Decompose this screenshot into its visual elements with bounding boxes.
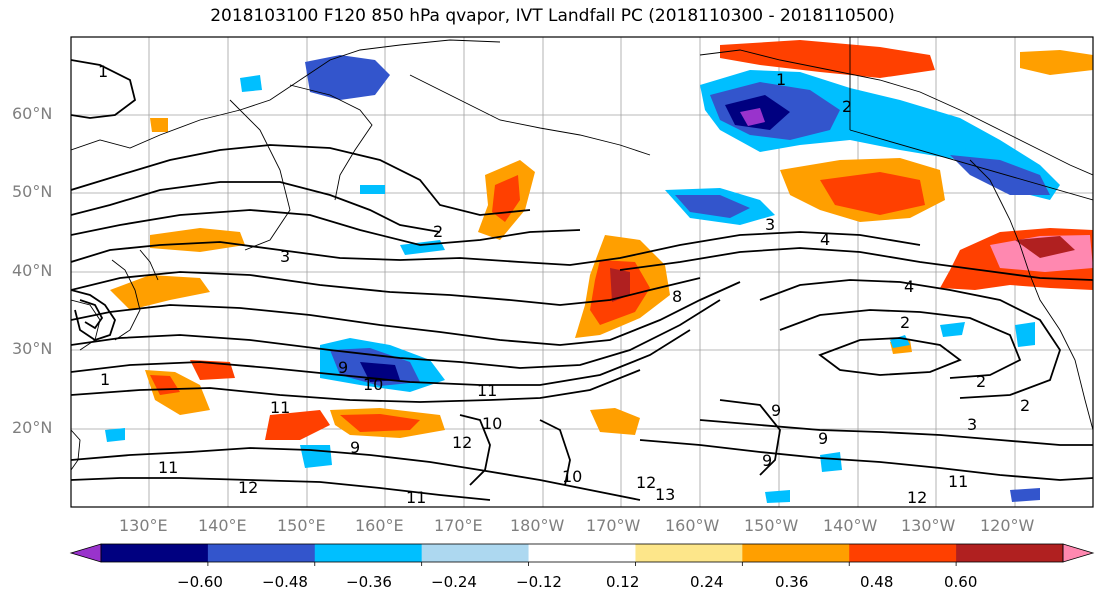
colorbar-segment	[956, 544, 1064, 562]
contour-label: 4	[820, 230, 830, 249]
colorbar-tick-label: 0.36	[775, 573, 809, 591]
lon-label-170w: 170°W	[586, 516, 641, 535]
contour-label: 3	[765, 215, 775, 234]
contour-label: 1	[100, 370, 110, 389]
contour-label: 11	[270, 398, 290, 417]
colorbar-tick-label: −0.36	[346, 573, 392, 591]
lon-label-140w: 140°W	[823, 516, 878, 535]
contour-label: 1	[98, 62, 108, 81]
contour-label: 8	[672, 287, 682, 306]
colorbar-segment	[69, 543, 102, 563]
colorbar-segment	[101, 544, 209, 562]
lon-label-160e: 160°E	[355, 516, 404, 535]
contour-label: 12	[636, 473, 656, 492]
colorbar-segment	[849, 544, 957, 562]
contour-label: 11	[477, 381, 497, 400]
colorbar-segment	[421, 544, 530, 562]
colorbar-tick-label: 0.24	[690, 573, 724, 591]
colorbar-tick-label: −0.12	[516, 573, 562, 591]
contour-label: 10	[482, 414, 502, 433]
positive-anomaly-fills	[110, 40, 1093, 440]
colorbar	[69, 543, 1095, 566]
contour-label: 1	[776, 70, 786, 89]
colorbar-segment	[314, 544, 423, 562]
colorbar-frame	[100, 543, 1064, 563]
contour-label: 12	[907, 488, 927, 507]
lon-label-140e: 140°E	[198, 516, 247, 535]
colorbar-tick-label: −0.60	[177, 573, 223, 591]
map-plot-area: 1 1 1 2 2 2 2 2 3 3 3 4 4 8 9 9 9 9 9 10…	[71, 37, 1093, 507]
contour-label: 3	[967, 415, 977, 434]
contour-label: 11	[948, 472, 968, 491]
contour-label: 9	[350, 438, 360, 457]
map-title: 2018103100 F120 850 hPa qvapor, IVT Land…	[210, 6, 895, 26]
contour-label: 10	[363, 375, 383, 394]
contour-label: 10	[562, 467, 582, 486]
negative-anomaly-fills	[105, 55, 1060, 503]
colorbar-tick-label: 0.48	[860, 573, 894, 591]
colorbar-segment	[635, 544, 743, 562]
colorbar-segment	[742, 544, 850, 562]
lon-label-130e: 130°E	[119, 516, 168, 535]
lon-label-120w: 120°W	[980, 516, 1035, 535]
contour-label: 3	[280, 247, 290, 266]
contour-label: 2	[976, 372, 986, 391]
contour-label: 2	[842, 97, 852, 116]
lat-label-60n: 60°N	[12, 104, 53, 123]
contour-label: 11	[406, 488, 426, 507]
contour-label: 12	[238, 478, 258, 497]
colorbar-tick-label: −0.48	[262, 573, 308, 591]
lon-label-130w: 130°W	[901, 516, 956, 535]
colorbar-segment	[528, 544, 636, 562]
contour-label: 2	[900, 313, 910, 332]
lon-label-180w: 180°W	[510, 516, 565, 535]
contour-label: 9	[762, 451, 772, 470]
contour-label: 2	[1020, 396, 1030, 415]
colorbar-segment	[1062, 543, 1095, 563]
contour-label: 9	[818, 429, 828, 448]
lon-label-170e: 170°E	[434, 516, 483, 535]
lon-label-150w: 150°W	[744, 516, 799, 535]
lat-label-40n: 40°N	[12, 261, 53, 280]
contour-label: 9	[338, 358, 348, 377]
colorbar-segment	[207, 544, 316, 562]
lon-label-150e: 150°E	[277, 516, 326, 535]
contour-label: 4	[904, 277, 914, 296]
lat-label-20n: 20°N	[12, 418, 53, 437]
colorbar-tick-label: 0.12	[606, 573, 640, 591]
lat-label-30n: 30°N	[12, 339, 53, 358]
contour-label: 11	[158, 458, 178, 477]
coastlines	[71, 37, 1093, 471]
map-frame	[70, 36, 1094, 508]
contour-label: 9	[771, 401, 781, 420]
lat-label-50n: 50°N	[12, 182, 53, 201]
colorbar-tick-label: −0.24	[431, 573, 477, 591]
contour-label: 12	[452, 433, 472, 452]
lon-label-160w: 160°W	[665, 516, 720, 535]
contour-labels: 1 1 1 2 2 2 2 2 3 3 3 4 4 8 9 9 9 9 9 10…	[98, 62, 1030, 507]
colorbar-tick-label: 0.60	[944, 573, 978, 591]
contour-label: 2	[433, 222, 443, 241]
ivt-contours	[71, 59, 1093, 501]
contour-label: 13	[655, 485, 675, 504]
